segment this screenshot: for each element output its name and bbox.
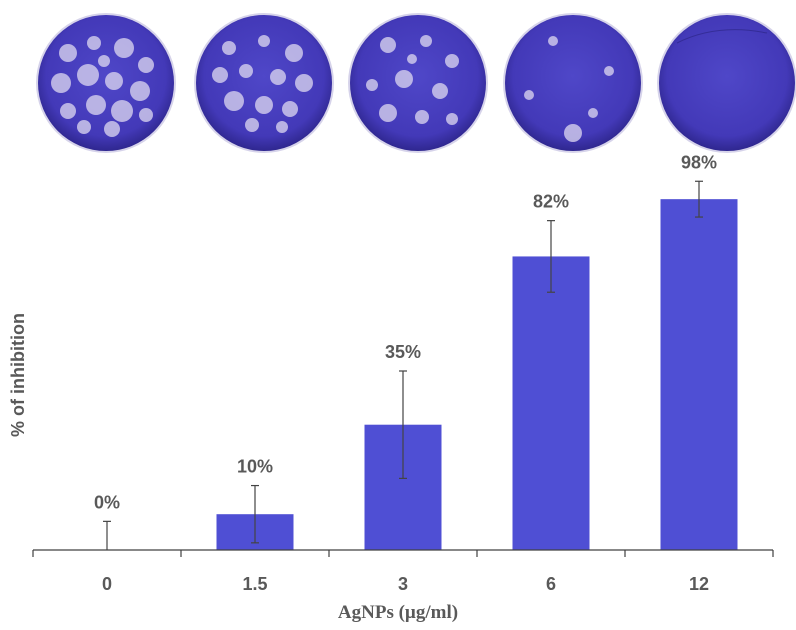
- plate-dish: [659, 15, 795, 151]
- plaque: [270, 69, 286, 85]
- data-label-3: 35%: [385, 342, 421, 362]
- plate-0: [36, 13, 176, 153]
- plaque: [258, 35, 270, 47]
- plaque: [379, 104, 397, 122]
- plaque: [138, 57, 154, 73]
- plaque: [130, 81, 150, 101]
- plaque: [114, 38, 134, 58]
- x-tick-label-1.5: 1.5: [242, 574, 267, 594]
- plaque: [245, 118, 259, 132]
- plaque: [77, 64, 99, 86]
- x-tick-label-3: 3: [398, 574, 408, 594]
- plaque: [366, 79, 378, 91]
- data-label-0: 0%: [94, 492, 120, 512]
- plaque: [139, 108, 153, 122]
- plaque: [104, 121, 120, 137]
- plate-1.5: [194, 13, 334, 153]
- plaque: [98, 55, 110, 67]
- plaque: [548, 36, 558, 46]
- data-label-1.5: 10%: [237, 457, 273, 477]
- plaque: [285, 44, 303, 62]
- bar-12: [660, 199, 738, 550]
- plaque: [415, 110, 429, 124]
- plaque: [51, 73, 71, 93]
- plaque: [86, 95, 106, 115]
- plaque: [564, 124, 582, 142]
- axes-group: 0 1.5 3 6 12: [32, 549, 774, 594]
- plaque: [111, 100, 133, 122]
- plaque: [212, 67, 228, 83]
- data-label-6: 82%: [533, 192, 569, 212]
- plaque: [59, 44, 77, 62]
- plaque: [255, 96, 273, 114]
- plate-crack: [676, 29, 768, 44]
- x-tick-label-12: 12: [689, 574, 709, 594]
- plaque: [222, 41, 236, 55]
- plate-6: [503, 13, 643, 153]
- plaque: [276, 121, 288, 133]
- plaque: [380, 37, 396, 53]
- x-tick-label-0: 0: [102, 574, 112, 594]
- plaque: [105, 72, 123, 90]
- plaque: [432, 83, 448, 99]
- plaque: [87, 36, 101, 50]
- plaque: [407, 54, 417, 64]
- plate-12: [657, 13, 796, 153]
- bars-group: 0% 10% 35% 82% 98%: [94, 152, 738, 550]
- plate-dish: [505, 15, 641, 151]
- plaque: [524, 90, 534, 100]
- plaque: [224, 91, 244, 111]
- plaque: [588, 108, 598, 118]
- plate-3: [348, 13, 488, 153]
- plaque: [239, 64, 253, 78]
- plaque: [60, 103, 76, 119]
- plaque: [420, 35, 432, 47]
- data-label-12: 98%: [681, 152, 717, 172]
- plaque: [446, 113, 458, 125]
- x-tick-label-6: 6: [546, 574, 556, 594]
- plaque: [445, 54, 459, 68]
- bar-6: [512, 256, 590, 550]
- plaque: [282, 101, 298, 117]
- x-axis-label: AgNPs (µg/ml): [338, 602, 458, 623]
- plaque: [604, 66, 614, 76]
- plaque: [77, 120, 91, 134]
- plates-row: [36, 13, 796, 153]
- y-axis-label: % of inhibition: [8, 313, 28, 437]
- plaque: [395, 70, 413, 88]
- plaque: [295, 74, 313, 92]
